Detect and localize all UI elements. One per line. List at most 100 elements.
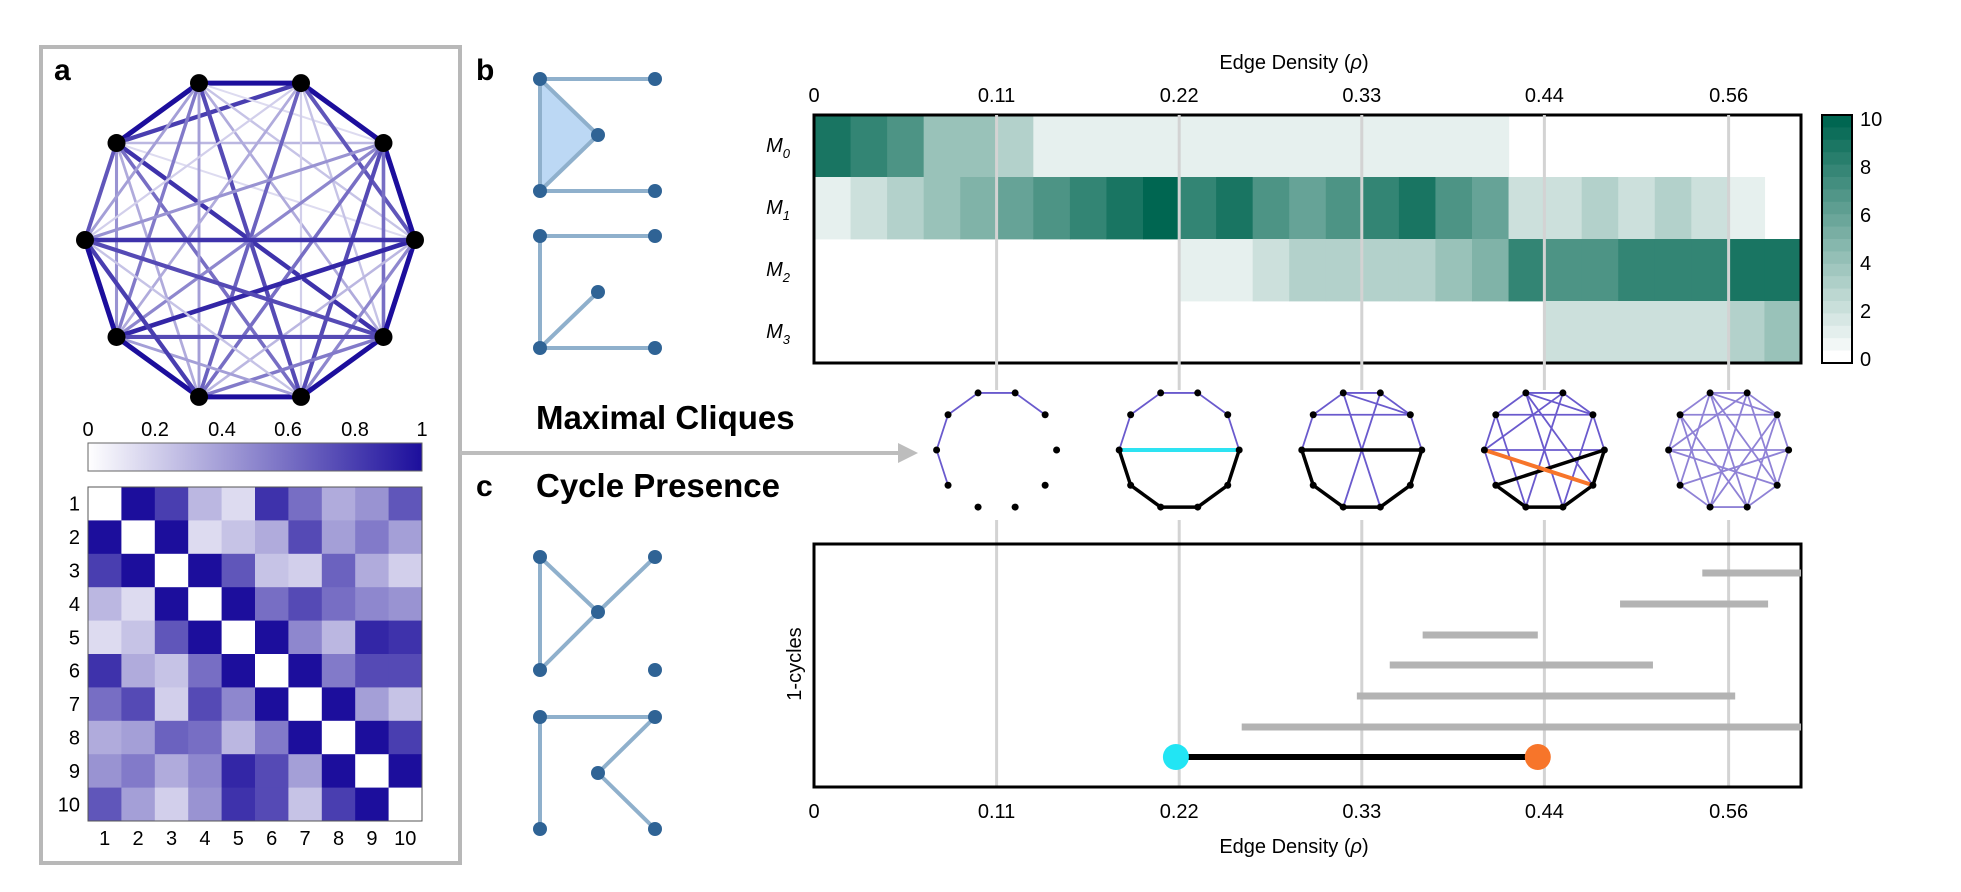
snapshot-node [1115, 446, 1123, 454]
matrix-col-label: 8 [333, 828, 344, 850]
colorbar-b-step [1822, 288, 1852, 302]
graph-edge [115, 142, 201, 398]
matrix-cell [255, 553, 289, 588]
graph-edge [299, 239, 417, 398]
snapshot-node [1194, 503, 1202, 511]
matrix-cell [88, 520, 122, 555]
snapshot-edge [947, 392, 979, 416]
colorbar-b-step [1822, 338, 1852, 352]
heatmap-cell [1472, 239, 1510, 302]
colorbar-b-step [1822, 226, 1852, 240]
matrix-col-label: 3 [166, 828, 177, 850]
snapshot-node [1194, 389, 1202, 397]
snapshot-node [1053, 446, 1061, 454]
matrix-cell [121, 587, 156, 622]
snapshot-edge [1776, 414, 1790, 451]
heatmap-cell [1289, 239, 1327, 302]
matrix-cell [188, 787, 223, 822]
colorbar-b-step [1822, 251, 1852, 265]
snapshot-edge [1679, 414, 1748, 508]
graph-edge [114, 82, 201, 338]
heatmap-cell [1508, 177, 1546, 240]
snapshot-node [1743, 389, 1751, 397]
matrix-cell [121, 520, 156, 555]
clique-fill [540, 79, 598, 191]
matrix-cell [188, 587, 223, 622]
colorbar-b-tick: 4 [1860, 253, 1871, 275]
connectivity-graph [76, 74, 424, 406]
barcode-frame [812, 542, 1803, 789]
matrix-cell [121, 553, 156, 588]
snapshot-edge [1679, 392, 1711, 416]
matrix-cell [288, 553, 323, 588]
matrix-col-label: 1 [99, 828, 110, 850]
matrix-cell [321, 520, 356, 555]
heatmap-cell [1216, 239, 1254, 302]
graph-edge [381, 239, 418, 338]
graph-node [76, 231, 94, 249]
panel-label-b: b [476, 54, 494, 87]
graph-edge [115, 237, 416, 340]
matrix-row-label: 3 [69, 561, 80, 583]
matrix-cell [388, 620, 423, 655]
snapshot-cycle-edge [1300, 449, 1315, 486]
snapshot-node [1522, 389, 1530, 397]
graph-edge [84, 141, 384, 242]
colorbar-b-tick: 6 [1860, 205, 1871, 227]
snapshot-node [1559, 389, 1567, 397]
barcode-ylabel: 1-cycles [784, 627, 806, 700]
colorbar-b-step [1822, 152, 1852, 166]
heatmap-cell [1069, 177, 1108, 240]
heatmap-cell [1472, 177, 1510, 240]
heading-cycle-presence: Cycle Presence [536, 467, 780, 504]
snapshot-edge [1679, 392, 1711, 486]
matrix-cell [388, 520, 423, 555]
heatmap-cell [923, 115, 961, 178]
arrow-head [898, 443, 918, 463]
snapshot-node [1706, 389, 1714, 397]
snapshot-node [1339, 503, 1347, 511]
heatmap-cell [1581, 177, 1619, 240]
snapshot-node [974, 503, 982, 511]
heatmap-cell [1179, 239, 1217, 302]
matrix-row-label: 1 [69, 494, 80, 516]
snapshot-edge [1709, 414, 1778, 508]
snapshot-node [1224, 481, 1232, 489]
matrix-cell [221, 487, 256, 521]
graph-edge [198, 238, 416, 398]
snapshot-edge [1709, 392, 1778, 486]
colorbar-b-step [1822, 177, 1852, 190]
colorbar-b-step [1822, 350, 1852, 364]
heatmap-cell [1691, 177, 1729, 240]
snapshot-node [1589, 411, 1597, 419]
matrix-cell [188, 620, 223, 655]
snapshot-node [1011, 389, 1019, 397]
matrix-cell [288, 754, 323, 789]
top-tick-label: 0 [808, 85, 819, 107]
graph-edge [197, 141, 385, 398]
heatmap-cell [1143, 115, 1181, 178]
heatmap-cell [1398, 177, 1437, 240]
snapshot-edge [1495, 392, 1527, 416]
matrix-cell [221, 587, 256, 622]
graph-edge [84, 82, 302, 241]
top-axis-label: Edge Density (ρ) [1219, 52, 1368, 74]
matrix-cell [288, 654, 323, 688]
clique-motif-triangle [533, 72, 662, 198]
row-label-m0: M0 [766, 135, 791, 161]
snapshot-node [1224, 411, 1232, 419]
matrix-cell [321, 487, 356, 521]
top-tick-label: 0.56 [1709, 85, 1748, 107]
snapshot-node [1676, 481, 1684, 489]
graph-node [291, 74, 310, 93]
matrix-row-label: 6 [69, 661, 80, 683]
matrix-cell [355, 487, 390, 521]
matrix-col-label: 6 [266, 828, 277, 850]
matrix-cell [188, 687, 223, 722]
heatmap-cell [1581, 239, 1619, 302]
matrix-cell [388, 487, 423, 521]
matrix-cell [221, 754, 256, 789]
graph-node [374, 134, 393, 153]
colorbar-b-tick: 8 [1860, 157, 1871, 179]
snapshot-edge [1679, 414, 1711, 508]
